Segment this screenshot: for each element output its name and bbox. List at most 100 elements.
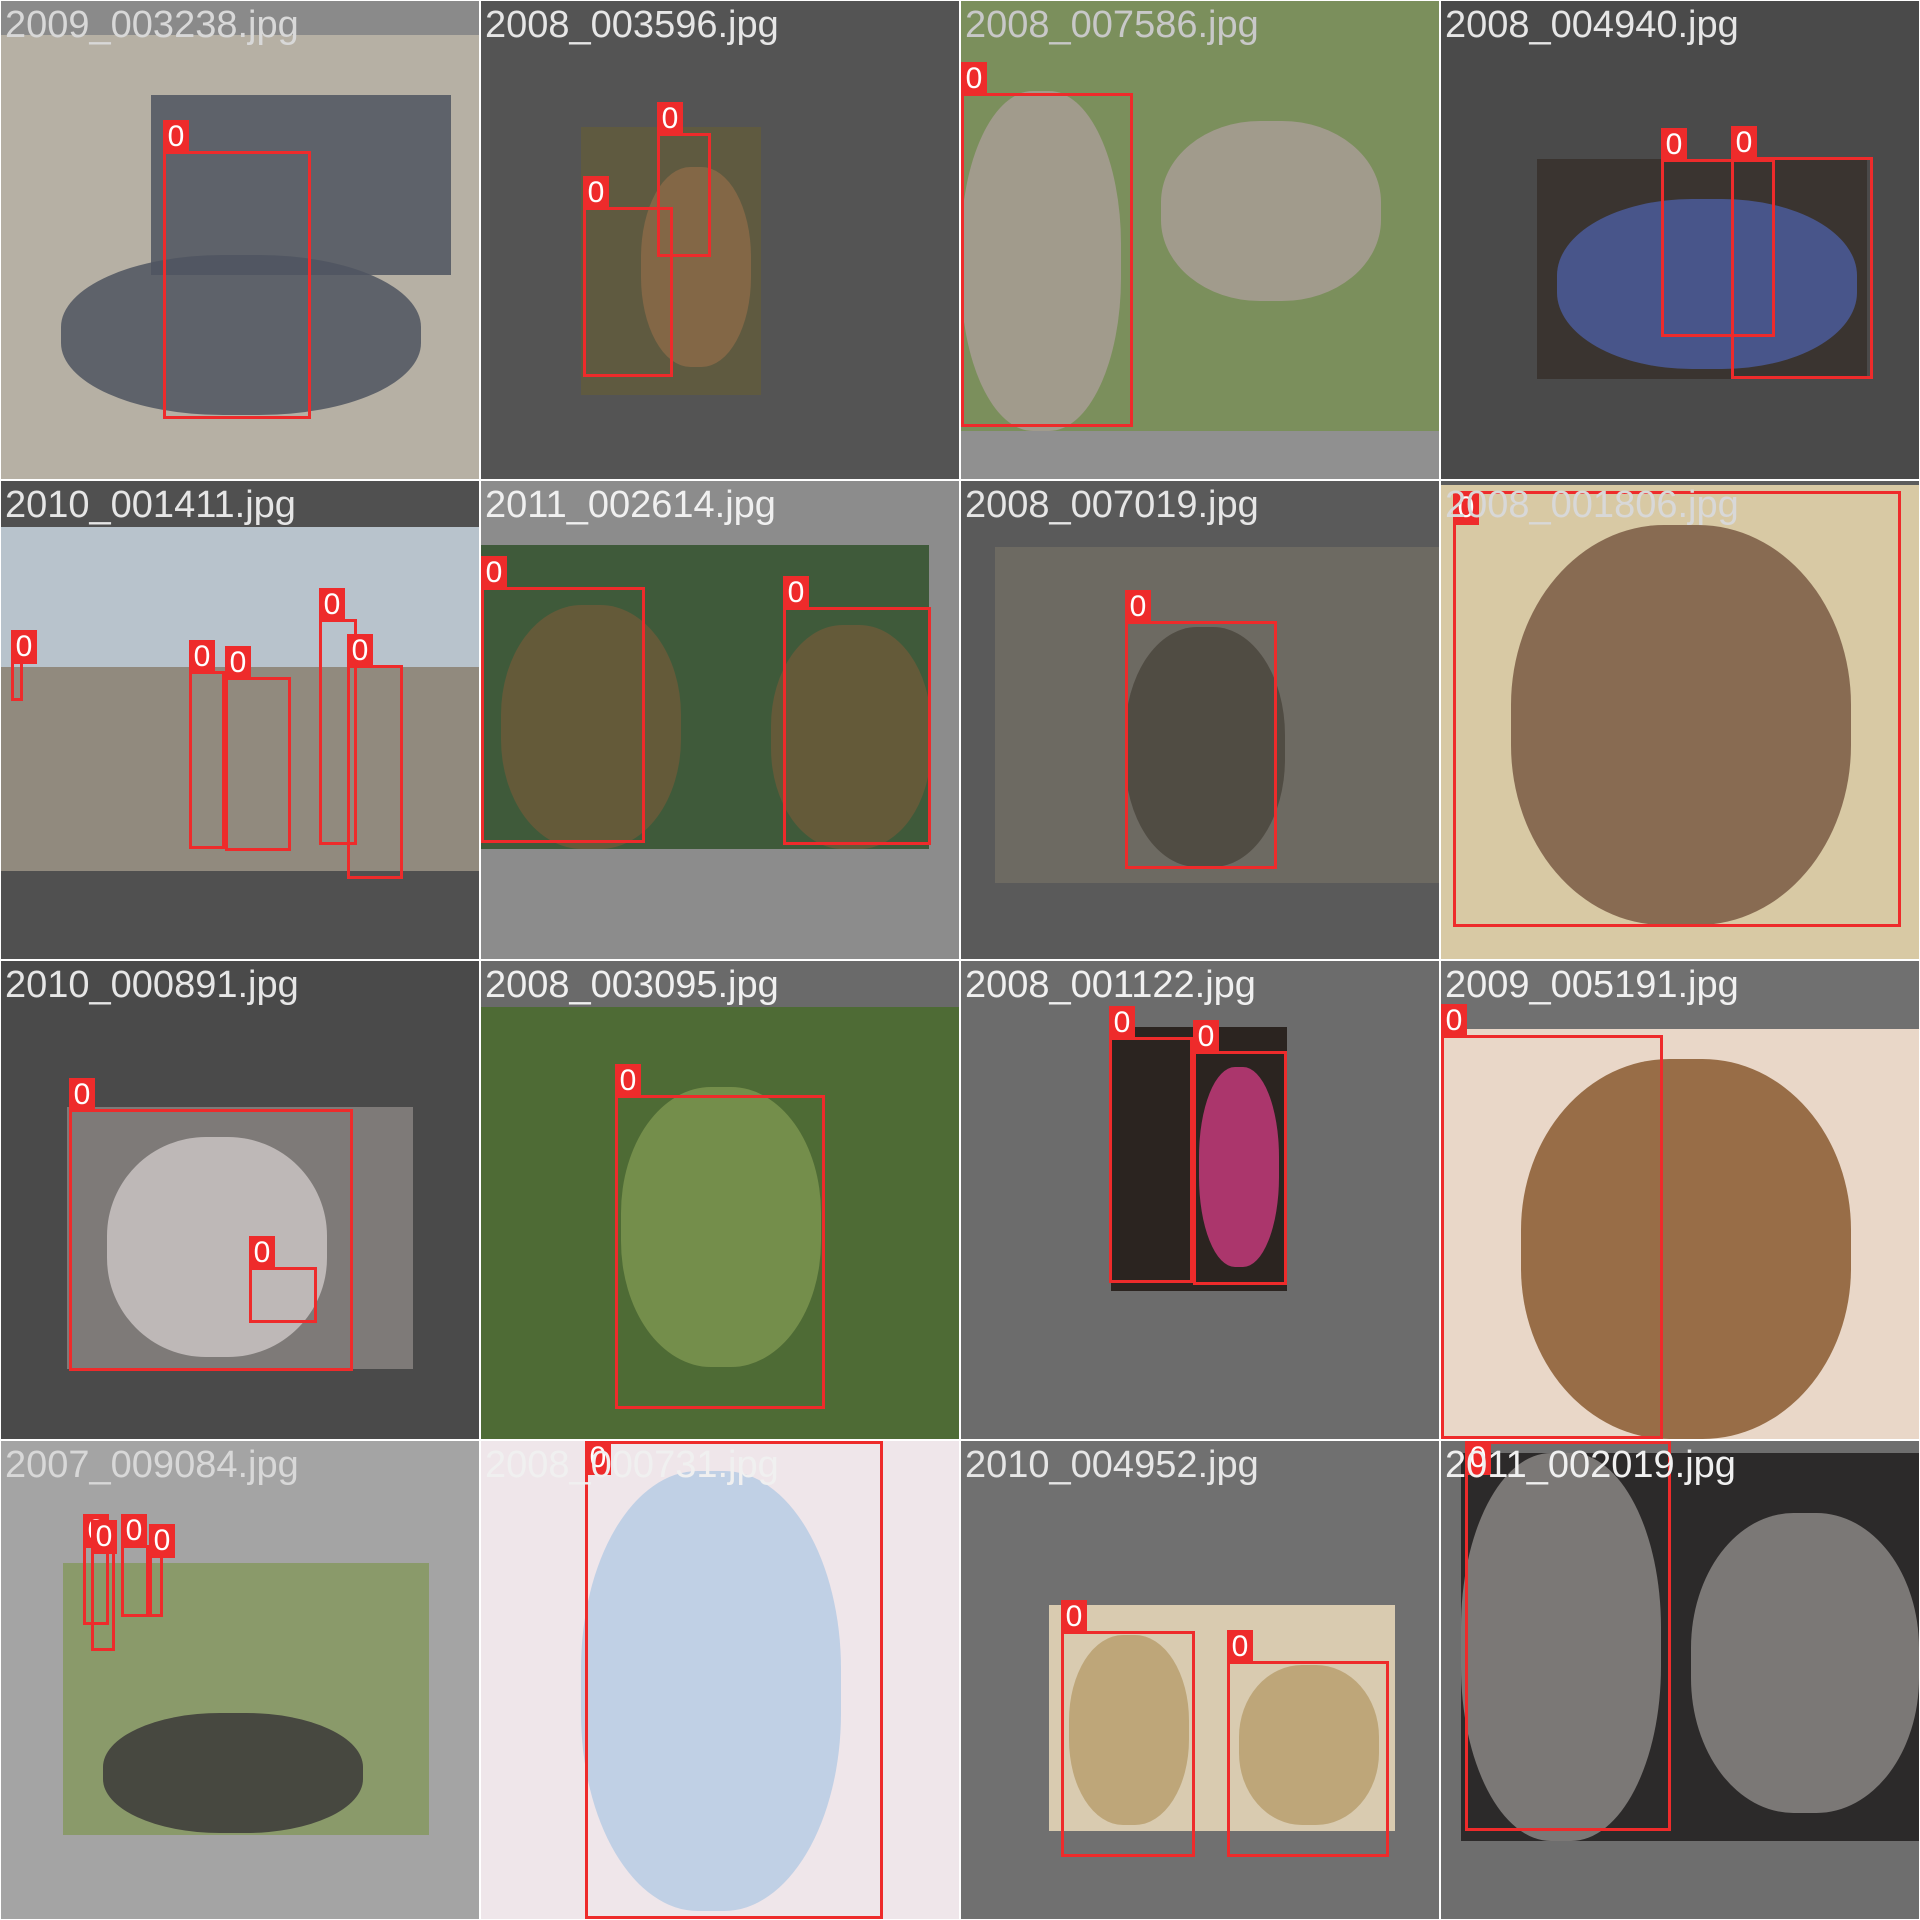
bounding-box: 0	[1125, 590, 1277, 869]
photo-region	[581, 1471, 841, 1911]
class-label: 0	[347, 634, 373, 668]
tile-photo	[63, 1563, 429, 1835]
bounding-box: 0	[583, 176, 673, 377]
mosaic-tile: 0 2008_000731.jpg	[481, 1441, 959, 1919]
class-label: 0	[189, 640, 215, 674]
class-label: 0	[1061, 1600, 1087, 1634]
class-label: 0	[69, 1078, 95, 1112]
tile-photo	[1, 527, 479, 871]
class-label: 0	[1661, 128, 1687, 162]
tile-photo	[1111, 1027, 1287, 1291]
bounding-box: 0	[1465, 1441, 1671, 1831]
mosaic-tile: 0 0 2008_004940.jpg	[1441, 1, 1919, 479]
bounding-box: 0	[1731, 126, 1873, 379]
bounding-box: 0	[1227, 1630, 1389, 1857]
tile-photo	[1, 35, 479, 479]
bounding-box: 0	[347, 634, 403, 879]
photo-region	[1511, 525, 1851, 925]
photo-region	[621, 1087, 821, 1367]
tile-photo	[1049, 1605, 1395, 1831]
photo-region	[961, 91, 1121, 431]
bounding-box: 0	[615, 1064, 825, 1409]
image-filename: 2008_007019.jpg	[965, 484, 1259, 526]
class-label: 0	[583, 176, 609, 210]
tile-photo	[481, 545, 929, 849]
class-label: 0	[91, 1520, 117, 1554]
class-label: 0	[121, 1514, 147, 1548]
class-label: 0	[585, 1441, 611, 1475]
class-label: 0	[11, 630, 37, 664]
image-filename: 2008_007586.jpg	[965, 4, 1259, 46]
image-filename: 2010_001411.jpg	[5, 484, 296, 526]
class-label: 0	[657, 102, 683, 136]
bounding-box: 0	[189, 640, 225, 849]
photo-region	[771, 625, 929, 849]
image-filename: 2008_003095.jpg	[485, 964, 779, 1006]
bounding-box: 0	[121, 1514, 149, 1617]
photo-region	[1239, 1665, 1379, 1825]
mosaic-tile: 0 0 0 0 0 2010_001411.jpg	[1, 481, 479, 959]
photo-region	[1461, 1453, 1661, 1841]
image-filename: 2010_004952.jpg	[965, 1444, 1259, 1486]
bounding-box: 0	[1061, 1600, 1195, 1857]
class-label: 0	[1125, 590, 1151, 624]
photo-region	[1199, 1067, 1279, 1267]
mosaic-tile: 0 2008_001806.jpg	[1441, 481, 1919, 959]
class-label: 0	[149, 1524, 175, 1558]
tile-photo	[67, 1107, 413, 1369]
image-filename: 2008_001122.jpg	[965, 964, 1256, 1006]
mosaic-tile: 00002007_009084.jpg	[1, 1441, 479, 1919]
class-label: 0	[1441, 1004, 1467, 1038]
tile-photo	[961, 1, 1439, 431]
tile-photo	[481, 1441, 959, 1919]
bounding-box: 0	[249, 1236, 317, 1323]
image-filename: 2008_004940.jpg	[1445, 4, 1739, 46]
bounding-box: 0	[1109, 1006, 1193, 1283]
photo-region	[1691, 1513, 1919, 1813]
bounding-box: 0	[961, 62, 1133, 427]
photo-region	[1521, 1059, 1851, 1439]
class-label: 0	[961, 62, 987, 96]
photo-region	[1, 527, 479, 667]
bounding-box: 0	[1441, 1004, 1663, 1439]
mosaic-tile: 0 0 2011_002614.jpg	[481, 481, 959, 959]
mosaic-tile: 0 0 2008_001122.jpg	[961, 961, 1439, 1439]
class-label: 0	[319, 588, 345, 622]
bounding-box: 0	[163, 120, 311, 419]
class-label: 0	[783, 576, 809, 610]
image-filename: 2009_005191.jpg	[1445, 964, 1739, 1006]
photo-region	[103, 1713, 363, 1833]
class-label: 0	[1731, 126, 1757, 160]
class-label: 0	[1465, 1441, 1491, 1475]
class-label: 0	[225, 646, 251, 680]
image-filename: 2008_003596.jpg	[485, 4, 779, 46]
photo-region	[1161, 121, 1381, 301]
image-filename: 2010_000891.jpg	[5, 964, 299, 1006]
mosaic-tile: 0 2011_002019.jpg	[1441, 1441, 1919, 1919]
photo-region	[61, 255, 421, 415]
image-filename: 2011_002019.jpg	[1445, 1444, 1736, 1486]
bounding-box: 0	[11, 630, 37, 701]
photo-region	[1125, 627, 1285, 867]
image-filename: 2009_003238.jpg	[5, 4, 299, 46]
tile-photo	[1537, 159, 1867, 379]
bounding-box: 0	[657, 102, 711, 257]
class-label: 0	[1109, 1006, 1135, 1040]
class-label: 0	[1227, 1630, 1253, 1664]
tile-photo	[1441, 485, 1919, 959]
image-filename: 2007_009084.jpg	[5, 1444, 299, 1486]
bounding-box: 0	[1661, 128, 1775, 337]
image-filename: 2011_002614.jpg	[485, 484, 776, 526]
tile-photo	[1461, 1453, 1919, 1841]
tile-photo	[995, 547, 1439, 883]
class-label: 0	[1193, 1020, 1219, 1054]
photo-region	[63, 1563, 429, 1683]
class-label: 0	[163, 120, 189, 154]
class-label: 0	[1453, 491, 1479, 525]
mosaic-tile: 0 2009_005191.jpg	[1441, 961, 1919, 1439]
bounding-box: 0	[585, 1441, 883, 1919]
mosaic-tile: 0 2008_007586.jpg	[961, 1, 1439, 479]
image-filename: 2008_001806.jpg	[1445, 484, 1739, 526]
bounding-box: 0	[1193, 1020, 1287, 1285]
